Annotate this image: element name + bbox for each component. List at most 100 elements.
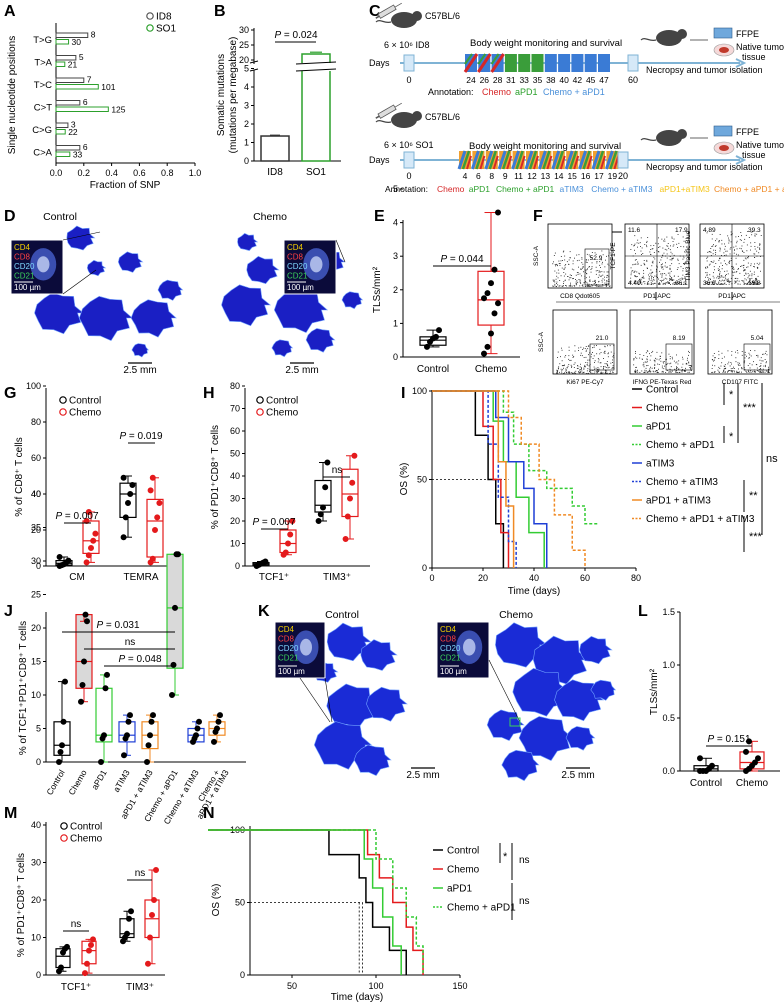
flow-event: [714, 357, 716, 359]
flow-event: [582, 372, 584, 374]
flow-event: [724, 356, 725, 358]
flow-event: [643, 260, 645, 261]
flow-event: [607, 274, 609, 276]
e-group-label: Control: [417, 364, 449, 375]
k-control-tissue: [353, 744, 392, 776]
b-bar-so1: [301, 53, 331, 162]
flow-event: [726, 264, 728, 266]
flow-event: [634, 235, 636, 237]
f-plot1-y-label: SSC-A: [533, 245, 540, 266]
flow-event: [560, 356, 561, 358]
flow-event: [584, 366, 585, 367]
flow-event: [714, 359, 715, 361]
flow-event: [712, 245, 714, 247]
flow-event: [743, 270, 745, 272]
flow-event: [715, 253, 716, 255]
flow-event: [598, 359, 600, 361]
flow-event: [718, 281, 720, 283]
flow-event: [747, 266, 749, 268]
flow-event: [723, 369, 725, 371]
d-scale-label: 2.5 mm: [123, 365, 156, 376]
flow-event: [587, 285, 589, 286]
l-point: [752, 759, 758, 766]
flow-event: [752, 231, 753, 233]
flow-event: [555, 265, 556, 267]
flow-event: [607, 271, 609, 273]
flow-event: [649, 368, 651, 370]
flow-event: [595, 253, 597, 255]
e-chemo-point: [495, 300, 501, 307]
flow-event: [765, 350, 767, 352]
flow-event: [659, 282, 660, 284]
flow-event: [717, 268, 719, 270]
flow-event: [596, 345, 597, 346]
flow-event: [591, 266, 593, 268]
flow-event: [648, 276, 650, 278]
flow-event: [579, 370, 581, 372]
flow-event: [577, 365, 578, 366]
flow-event: [741, 265, 743, 267]
flow-event: [569, 372, 570, 374]
flow-event: [728, 280, 730, 281]
c-day-label: 42: [573, 75, 583, 85]
flow-event: [563, 272, 565, 273]
panel-letter-i: I: [401, 385, 406, 402]
j-point: [102, 685, 109, 692]
flow-event: [710, 279, 711, 280]
flow-event: [658, 237, 659, 239]
flow-event: [648, 279, 650, 281]
flow-event: [602, 254, 604, 256]
inset-stain-label: CD20: [14, 262, 35, 271]
flow-event: [646, 244, 647, 246]
flow-event: [580, 282, 582, 284]
flow-event: [563, 275, 565, 277]
flow-event: [724, 279, 726, 281]
a-bar-id8: [55, 145, 81, 151]
flow-event: [712, 262, 714, 263]
flow-event: [570, 364, 572, 366]
c-days-label: Days: [369, 155, 390, 165]
flow-event: [759, 371, 761, 373]
j-point: [145, 742, 152, 749]
flow-event: [577, 367, 579, 369]
flow-event: [645, 367, 647, 369]
flow-event: [636, 242, 638, 244]
flow-event: [749, 367, 751, 369]
f-plot5-x-label: IFNG PE-Texas Red: [633, 379, 692, 386]
flow-event: [662, 371, 664, 373]
flow-event: [745, 283, 747, 284]
flow-event: [590, 271, 592, 273]
flow-event: [651, 272, 653, 274]
a-category-label: T>C: [34, 80, 52, 91]
flow-event: [761, 371, 763, 373]
flow-event: [740, 239, 742, 241]
g-legend-marker-chemo: [59, 408, 67, 416]
flow-event: [571, 275, 572, 276]
flow-event: [589, 371, 591, 373]
flow-event: [641, 284, 643, 285]
c-treatment-stripe: [490, 53, 500, 65]
f-plot4-gate: [589, 343, 615, 371]
flow-event: [664, 273, 666, 274]
d-chemo-tissue: [221, 284, 272, 327]
flow-event: [743, 282, 745, 284]
flow-event: [573, 363, 575, 365]
flow-event: [639, 354, 641, 355]
flow-event: [639, 279, 640, 280]
flow-event: [728, 361, 730, 363]
h-point: [351, 452, 358, 459]
flow-event: [724, 364, 726, 366]
flow-event: [728, 261, 730, 263]
flow-event: [680, 246, 682, 247]
flow-event: [672, 280, 673, 281]
flow-event: [561, 349, 563, 351]
k-inset-connector: [488, 659, 521, 723]
flow-event: [726, 278, 728, 280]
flow-event: [754, 246, 756, 247]
n-legend-label: Chemo: [447, 865, 480, 876]
g-y-label: % of CD8⁺ T cells: [14, 437, 25, 516]
flow-event: [719, 240, 720, 242]
flow-event: [580, 367, 582, 369]
flow-event: [574, 350, 576, 352]
m-point: [88, 942, 94, 948]
